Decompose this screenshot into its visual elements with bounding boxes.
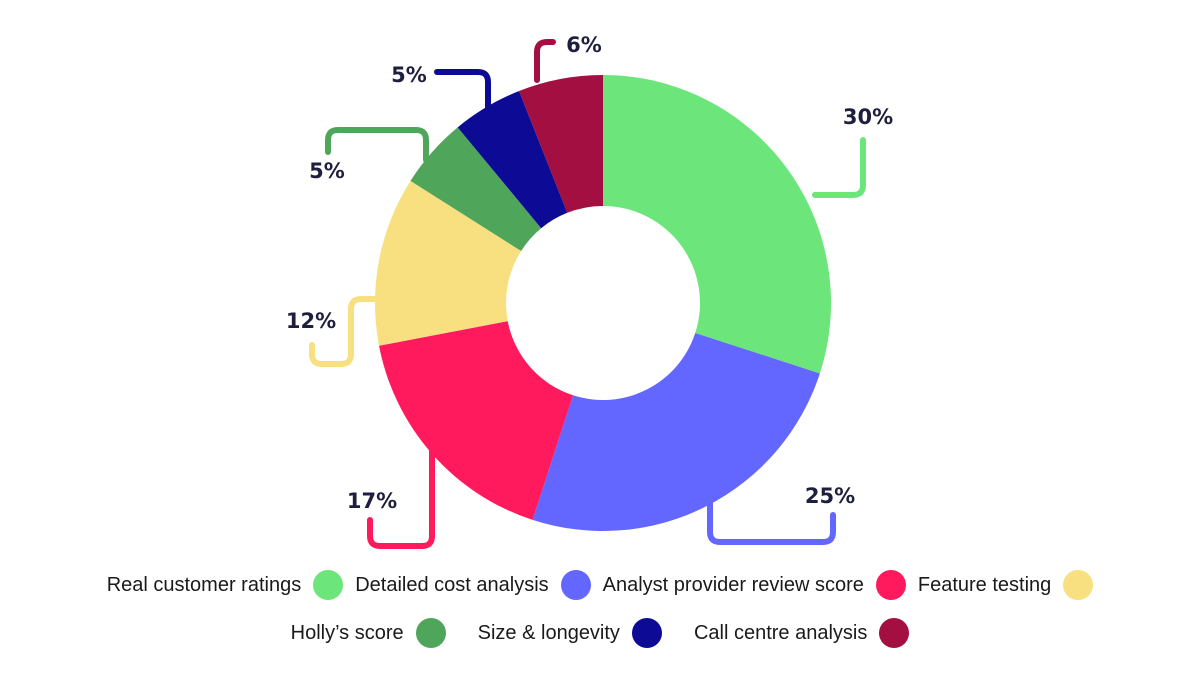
data-label-holly-s-score: 5% [309,159,345,183]
legend-item-feature-testing: Feature testing [917,570,1094,600]
legend-label: Real customer ratings [106,573,302,596]
legend-label: Call centre analysis [693,621,868,644]
slice-real-customer-ratings [603,75,831,374]
legend-label: Feature testing [917,573,1052,596]
legend-row-1: Real customer ratings Detailed cost anal… [0,570,1200,600]
legend-swatch [313,570,344,600]
data-label-real-customer-ratings: 30% [843,105,893,129]
legend-swatch [875,570,906,600]
slice-analyst-provider-review-score [379,321,574,520]
legend-label: Size & longevity [477,621,620,644]
legend-item-analyst-provider-review-score: Analyst provider review score [603,570,906,600]
leader-line-feature-testing [309,296,379,367]
legend-swatch [631,618,662,648]
slice-detailed-cost-analysis [532,332,820,531]
legend-row-2: Holly’s score Size & longevity Call cent… [0,618,1200,648]
leader-line-call-centre-analysis [534,39,556,83]
leader-line-real-customer-ratings [812,137,866,198]
legend-item-hollys-score: Holly’s score [291,618,446,648]
legend-swatch [560,570,591,600]
data-label-call-centre-analysis: 6% [566,33,602,57]
data-label-size-longevity: 5% [391,63,427,87]
legend-item-size-longevity: Size & longevity [478,618,662,648]
leader-line-holly-s-score [325,127,429,163]
data-label-detailed-cost-analysis: 25% [805,484,855,508]
leader-line-detailed-cost-analysis [707,477,836,545]
legend-label: Detailed cost analysis [355,573,549,596]
legend-label: Holly’s score [290,621,404,644]
slice-feature-testing [375,180,522,346]
legend-swatch [415,618,446,648]
data-label-feature-testing: 12% [286,309,336,333]
legend-swatch [879,618,910,648]
slice-holly-s-score [410,127,542,252]
legend-label: Analyst provider review score [602,573,864,596]
leader-line-analyst-provider-review-score [367,437,435,549]
data-label-analyst-provider-review-score: 17% [347,489,397,513]
slice-size-longevity [457,91,568,229]
legend-swatch [1063,570,1094,600]
slice-call-centre-analysis [519,75,603,213]
legend-item-detailed-cost-analysis: Detailed cost analysis [355,570,591,600]
donut-chart: 30% 25% 17% 12% 5% 5% 6% [286,33,893,549]
legend-item-call-centre-analysis: Call centre analysis [693,618,910,648]
leader-line-size-longevity [434,69,491,113]
legend-item-real-customer-ratings: Real customer ratings [107,570,344,600]
